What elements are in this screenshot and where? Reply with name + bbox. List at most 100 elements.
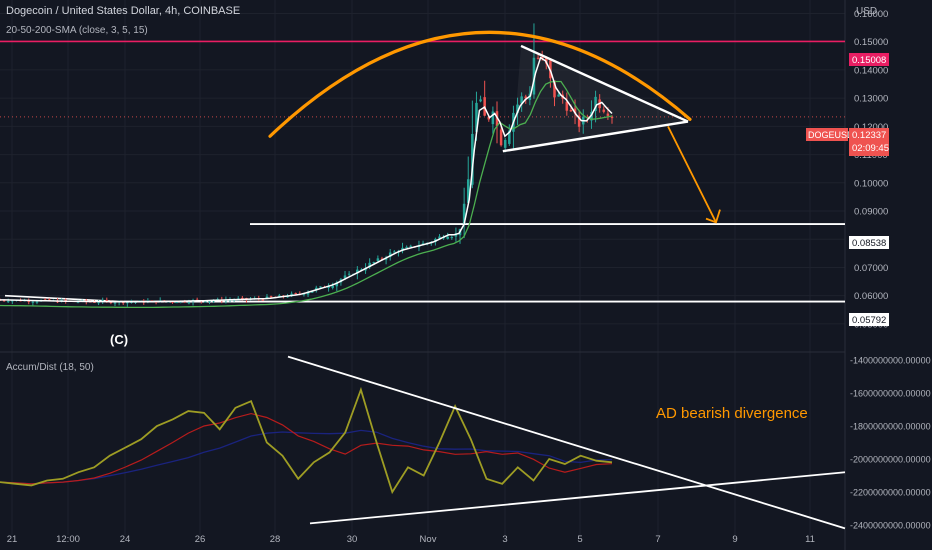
support-price-tag-1: 0.08538 (849, 236, 889, 249)
candle-body (466, 179, 470, 203)
price-tick-label: 0.07000 (854, 263, 888, 274)
divergence-label: AD bearish divergence (656, 405, 808, 422)
candle-body (524, 96, 528, 99)
sma-fast-line (0, 56, 613, 303)
candle-body (479, 99, 482, 102)
candle-body (6, 301, 10, 303)
ad-indicator-label[interactable]: Accum/Dist (18, 50) (6, 362, 94, 373)
currency-label: USD (856, 6, 877, 17)
candle-body (569, 109, 573, 112)
candle-body (384, 257, 388, 260)
candle-body (343, 275, 347, 279)
candle-body (105, 299, 109, 301)
candle-body (388, 252, 392, 258)
candle-body (602, 109, 606, 112)
sma-slow-line (0, 80, 613, 309)
time-tick-label: 28 (270, 534, 281, 545)
time-tick-label: 30 (347, 534, 358, 545)
candle-body (35, 301, 39, 303)
candle-body (11, 300, 14, 302)
ad-ma-slow-line (0, 429, 613, 485)
candle-body (43, 299, 47, 301)
price-tick-label: 0.16000 (854, 9, 888, 20)
candle-body (2, 300, 6, 302)
ad-tick-label: -2200000000.00000 (850, 488, 931, 498)
time-tick-label: 3 (502, 534, 507, 545)
ad-pane[interactable] (0, 355, 846, 530)
time-tick-label: 11 (805, 534, 815, 545)
ad-lower-trendline (309, 471, 846, 525)
candle-body (380, 258, 384, 260)
wave-label: (C) (110, 332, 128, 347)
candle-body (208, 300, 211, 302)
candle-body (376, 258, 380, 261)
svg-text:0.05792: 0.05792 (852, 315, 886, 326)
candle-body (319, 286, 322, 288)
price-pane[interactable] (0, 23, 845, 309)
svg-text:DOGEUSD: DOGEUSD (808, 130, 854, 140)
ad-tick-label: -1600000000.00000 (850, 388, 931, 398)
candle-body (265, 296, 269, 299)
candle-body (590, 111, 593, 121)
price-tick-label: 0.12000 (854, 122, 888, 133)
time-tick-label: Nov (420, 534, 437, 545)
candle-body (557, 94, 560, 97)
ma-indicator-label[interactable]: 20-50-200-SMA (close, 3, 5, 15) (6, 25, 148, 36)
candle-body (610, 116, 614, 119)
price-tick-label: 0.14000 (854, 65, 888, 76)
candle-body (347, 273, 351, 275)
candle-body (356, 269, 359, 274)
candle-body (93, 301, 96, 303)
svg-text:0.12337: 0.12337 (852, 130, 886, 141)
candle-body (393, 251, 396, 253)
candle-body (286, 296, 289, 298)
triangle-shading (512, 45, 690, 152)
ad-tick-label: -1400000000.00000 (850, 355, 931, 365)
candle-body (577, 115, 581, 127)
candle-body (335, 282, 339, 287)
candle-body (64, 299, 67, 301)
candle-body (516, 104, 519, 114)
projection-arrow-head (705, 209, 721, 224)
candle-body (438, 236, 441, 239)
candle-body (187, 302, 191, 304)
price-tick-label: 0.06000 (854, 291, 888, 302)
candle-body (261, 299, 265, 301)
candle-body (171, 301, 174, 303)
time-tick-label: 9 (732, 534, 737, 545)
svg-text:02:09:45: 02:09:45 (852, 143, 889, 154)
candle-body (536, 57, 540, 59)
candle-body (294, 293, 297, 295)
candle-body (409, 245, 413, 247)
candle-body (306, 292, 310, 295)
candle-body (269, 296, 273, 298)
candle-body (573, 108, 577, 114)
grid (0, 0, 845, 535)
symbol-title[interactable]: Dogecoin / United States Dollar, 4h, COI… (6, 5, 240, 17)
candle-body (368, 262, 371, 268)
candle-body (315, 287, 318, 291)
ad-tick-label: -2400000000.00000 (850, 521, 931, 531)
candle-body (565, 101, 569, 111)
candle-body (553, 80, 556, 98)
time-tick-label: 5 (577, 534, 582, 545)
candle-body (126, 302, 129, 304)
time-tick-label: 26 (195, 534, 206, 545)
time-tick-label: 21 (7, 534, 18, 545)
projection-arrow-line (667, 125, 717, 223)
candle-body (446, 236, 449, 239)
candle-body (594, 96, 597, 112)
candle-body (508, 130, 511, 144)
time-tick-label: 12:00 (56, 534, 80, 545)
candle-body (405, 246, 408, 248)
svg-text:0.08538: 0.08538 (852, 238, 886, 249)
support-price-tag-2: 0.05792 (849, 313, 889, 326)
candle-body (175, 302, 178, 304)
candle-body (372, 262, 376, 264)
price-tick-label: 0.09000 (854, 207, 888, 218)
candle-body (450, 237, 454, 239)
candle-body (499, 129, 503, 146)
rounding-top-arc (268, 30, 692, 138)
candle-body (290, 293, 293, 296)
